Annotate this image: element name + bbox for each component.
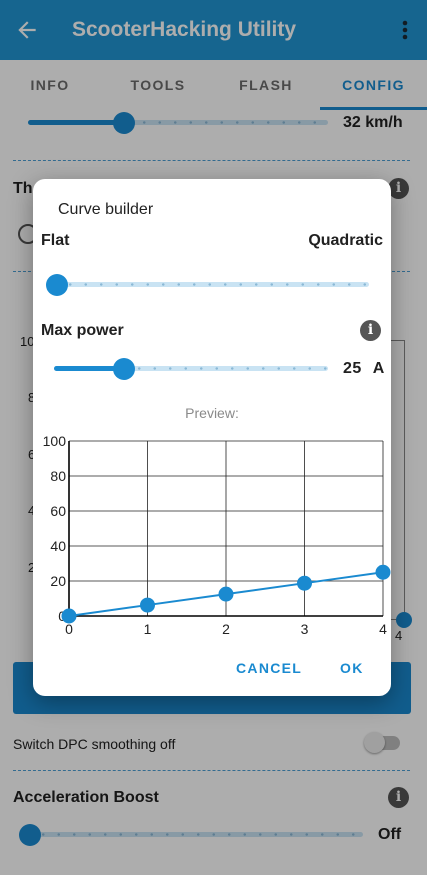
curve-quadratic-label: Quadratic	[308, 232, 383, 249]
bg-chart-tick: 6	[28, 447, 36, 462]
chart-x-tick-label: 0	[65, 621, 73, 637]
bg-chart-tick: 8	[28, 390, 36, 405]
app-bar: ScooterHacking Utility	[0, 0, 427, 60]
max-power-value: 25	[343, 360, 362, 377]
curve-builder-dialog: Curve builder Flat Quadratic Max power i…	[33, 179, 391, 696]
info-icon[interactable]: i	[388, 178, 409, 199]
curve-flat-label: Flat	[41, 232, 70, 249]
bg-chart-tick: 4	[28, 503, 36, 518]
arrow-back-icon[interactable]	[14, 17, 40, 43]
acceleration-boost-label: Acceleration Boost	[13, 789, 159, 806]
chart-data-point	[375, 564, 391, 580]
max-power-slider-fill	[54, 366, 124, 371]
bg-chart-point	[396, 612, 412, 628]
info-icon[interactable]: i	[360, 320, 381, 341]
chart-x-tick-label: 2	[222, 621, 230, 637]
preview-chart: 02040608010001234	[43, 433, 391, 637]
info-icon[interactable]: i	[388, 787, 409, 808]
chart-y-tick-label: 100	[43, 433, 67, 449]
dpc-smoothing-switch-thumb[interactable]	[364, 732, 385, 753]
chart-y-tick-label: 20	[50, 573, 66, 589]
dpc-smoothing-label: Switch DPC smoothing off	[13, 736, 176, 752]
divider	[13, 160, 410, 161]
bg-chart-tick: 10	[20, 334, 35, 349]
chart-y-tick-label: 40	[50, 538, 66, 554]
throttle-label: Th	[13, 180, 33, 197]
app-title: ScooterHacking Utility	[72, 18, 297, 41]
speed-unit: km/h	[365, 114, 403, 131]
chart-y-tick-label: 80	[50, 468, 66, 484]
curve-slider-thumb[interactable]	[46, 274, 68, 296]
tab-flash[interactable]: FLASH	[239, 77, 293, 93]
more-vert-icon[interactable]	[396, 18, 414, 42]
max-power-label: Max power	[41, 322, 124, 339]
chart-y-tick-label: 60	[50, 503, 66, 519]
dialog-title: Curve builder	[58, 201, 154, 218]
cancel-button[interactable]: CANCEL	[236, 660, 303, 676]
speed-value: 32	[343, 114, 361, 131]
tab-info[interactable]: INFO	[30, 77, 70, 93]
max-power-slider-thumb[interactable]	[113, 358, 135, 380]
chart-data-point	[140, 597, 155, 613]
tab-tools[interactable]: TOOLS	[130, 77, 186, 93]
tab-config[interactable]: CONFIG	[342, 77, 405, 93]
chart-data-point	[61, 608, 77, 624]
chart-data-point	[218, 586, 234, 602]
preview-label: Preview:	[185, 405, 239, 421]
chart-x-tick-label: 4	[379, 621, 387, 637]
ok-button[interactable]: OK	[340, 660, 364, 676]
max-power-unit: A	[372, 360, 385, 377]
chart-x-tick-label: 3	[301, 621, 309, 637]
bg-chart-tick: 2	[28, 560, 36, 575]
speed-slider-thumb[interactable]	[113, 112, 135, 134]
tab-bar: INFO TOOLS FLASH CONFIG	[0, 60, 427, 110]
acceleration-boost-value: Off	[378, 826, 402, 843]
speed-slider-fill	[28, 120, 124, 125]
chart-x-tick-label: 1	[144, 621, 152, 637]
chart-data-point	[297, 575, 312, 591]
active-tab-indicator	[320, 107, 427, 110]
acceleration-boost-slider-thumb[interactable]	[19, 824, 41, 846]
bg-chart-tick: 4	[395, 628, 403, 643]
divider	[13, 770, 410, 771]
